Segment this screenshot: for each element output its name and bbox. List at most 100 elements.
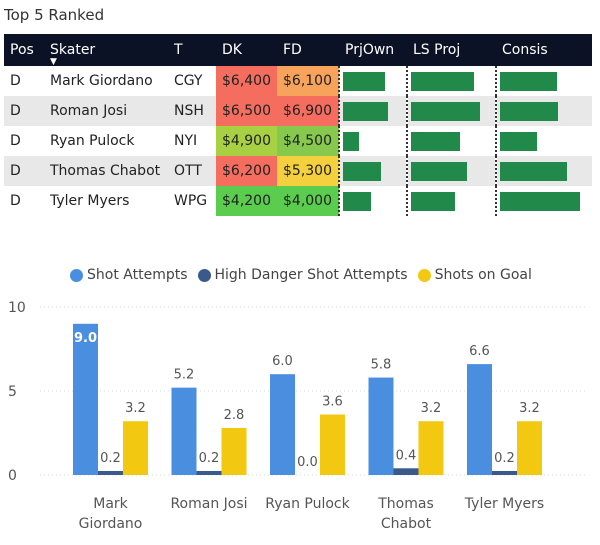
cell-lsproj [406, 186, 496, 216]
table-row[interactable]: D Tyler Myers WPG $4,200 $4,000 [4, 186, 592, 216]
y-tick-label: 0 [8, 468, 17, 484]
consis-bar [500, 162, 567, 181]
cell-pos: D [4, 156, 44, 186]
x-tick-label: Roman Josi [170, 496, 247, 512]
data-label: 3.2 [125, 401, 146, 416]
consis-bar [500, 102, 558, 121]
legend-item-shot-attempts[interactable]: Shot Attempts [70, 267, 188, 283]
cell-dk-salary: $4,900 [216, 126, 277, 156]
data-label: 0.0 [297, 455, 318, 470]
cell-dk-salary: $6,400 [216, 66, 277, 96]
table-row[interactable]: D Thomas Chabot OTT $6,200 $5,300 [4, 156, 592, 186]
data-label: 0.2 [494, 451, 515, 466]
legend-marker-shots-on-goal [417, 268, 431, 282]
cell-dk-salary: $6,200 [216, 156, 277, 186]
cell-dk-salary: $4,200 [216, 186, 277, 216]
cell-consis [495, 126, 592, 156]
page-title: Top 5 Ranked [4, 6, 105, 24]
cell-team: NSH [168, 96, 216, 126]
lsproj-bar [411, 162, 467, 181]
cell-fd-salary: $4,500 [277, 126, 339, 156]
data-label: 5.8 [371, 358, 392, 373]
cell-lsproj [406, 156, 496, 186]
cell-prjown [338, 186, 407, 216]
bar-shot-attempts [270, 374, 295, 475]
table-header-row: Pos Skater ▼ T DK FD PrjOwn LS Proj Consi… [4, 34, 592, 67]
legend-item-shots-on-goal[interactable]: Shots on Goal [417, 267, 532, 283]
cell-consis [495, 156, 592, 186]
bar-shot-attempts [171, 387, 197, 475]
table-row[interactable]: D Ryan Pulock NYI $4,900 $4,500 [4, 126, 592, 156]
cell-skater: Roman Josi [44, 96, 168, 126]
cell-skater: Thomas Chabot [44, 156, 168, 186]
table-row[interactable]: D Mark Giordano CGY $6,400 $6,100 [4, 66, 592, 96]
cell-dk-salary: $6,500 [216, 96, 277, 126]
y-tick-label: 5 [8, 384, 17, 400]
col-header-prjown[interactable]: PrjOwn [339, 34, 407, 66]
cell-prjown [338, 126, 407, 156]
lsproj-bar [411, 102, 480, 121]
table-row[interactable]: D Roman Josi NSH $6,500 $6,900 [4, 96, 592, 126]
data-label: 3.2 [519, 401, 540, 416]
col-header-skater[interactable]: Skater ▼ [44, 34, 168, 67]
cell-fd-salary: $5,300 [277, 156, 339, 186]
x-tick-label: Chabot [381, 516, 432, 532]
ranking-table: Pos Skater ▼ T DK FD PrjOwn LS Proj Consi… [4, 34, 592, 216]
prjown-bar [343, 192, 371, 211]
col-header-team[interactable]: T [168, 34, 216, 66]
data-label: 0.2 [100, 451, 121, 466]
col-header-dk[interactable]: DK [216, 34, 277, 66]
cell-prjown [338, 66, 407, 96]
cell-skater: Tyler Myers [44, 186, 168, 216]
cell-consis [495, 96, 592, 126]
data-label: 3.2 [421, 401, 442, 416]
bar-shots-on-goal [123, 421, 148, 475]
legend-label-high-danger: High Danger Shot Attempts [214, 267, 408, 283]
x-tick-label: Mark [93, 496, 128, 512]
cell-pos: D [4, 66, 44, 96]
sort-desc-icon[interactable]: ▼ [50, 57, 57, 67]
cell-pos: D [4, 186, 44, 216]
bar-shots-on-goal [221, 427, 247, 475]
prjown-bar [343, 102, 388, 121]
legend-label-shot-attempts: Shot Attempts [87, 267, 188, 283]
cell-pos: D [4, 96, 44, 126]
bar-high-danger-shot-attempts [393, 468, 419, 475]
cell-fd-salary: $4,000 [277, 186, 339, 216]
cell-lsproj [406, 126, 496, 156]
col-header-lsproj[interactable]: LS Proj [407, 34, 496, 66]
cell-team: CGY [168, 66, 216, 96]
y-tick-label: 10 [8, 300, 26, 316]
bar-shot-attempts [467, 364, 492, 475]
bar-shots-on-goal [418, 421, 444, 475]
col-header-consis[interactable]: Consis [496, 34, 592, 66]
cell-consis [495, 186, 592, 216]
cell-pos: D [4, 126, 44, 156]
cell-team: OTT [168, 156, 216, 186]
cell-prjown [338, 96, 407, 126]
bar-high-danger-shot-attempts [492, 471, 517, 475]
chart-legend: Shot Attempts High Danger Shot Attempts … [70, 267, 532, 283]
cell-skater: Ryan Pulock [44, 126, 168, 156]
data-label: 9.0 [74, 331, 97, 346]
cell-fd-salary: $6,900 [277, 96, 339, 126]
data-label: 6.6 [469, 344, 490, 359]
data-label: 5.2 [174, 368, 195, 383]
cell-prjown [338, 156, 407, 186]
prjown-bar [343, 72, 385, 91]
lsproj-bar [411, 132, 460, 151]
data-label: 0.4 [396, 448, 417, 463]
legend-item-high-danger[interactable]: High Danger Shot Attempts [197, 267, 408, 283]
cell-lsproj [406, 96, 496, 126]
bar-chart: 0 5 10 9.0 0.2 3.2 Mark Giordano 5.2 0.2 2.8 Roman … [8, 300, 588, 532]
col-header-pos[interactable]: Pos [4, 34, 44, 66]
bar-high-danger-shot-attempts [98, 471, 123, 475]
lsproj-bar [411, 192, 455, 211]
col-header-fd[interactable]: FD [277, 34, 339, 66]
cell-fd-salary: $6,100 [277, 66, 339, 96]
bar-shot-attempts [368, 377, 394, 475]
bar-high-danger-shot-attempts [196, 471, 222, 475]
consis-bar [500, 192, 580, 211]
prjown-bar [343, 162, 381, 181]
x-tick-label: Giordano [79, 516, 143, 532]
